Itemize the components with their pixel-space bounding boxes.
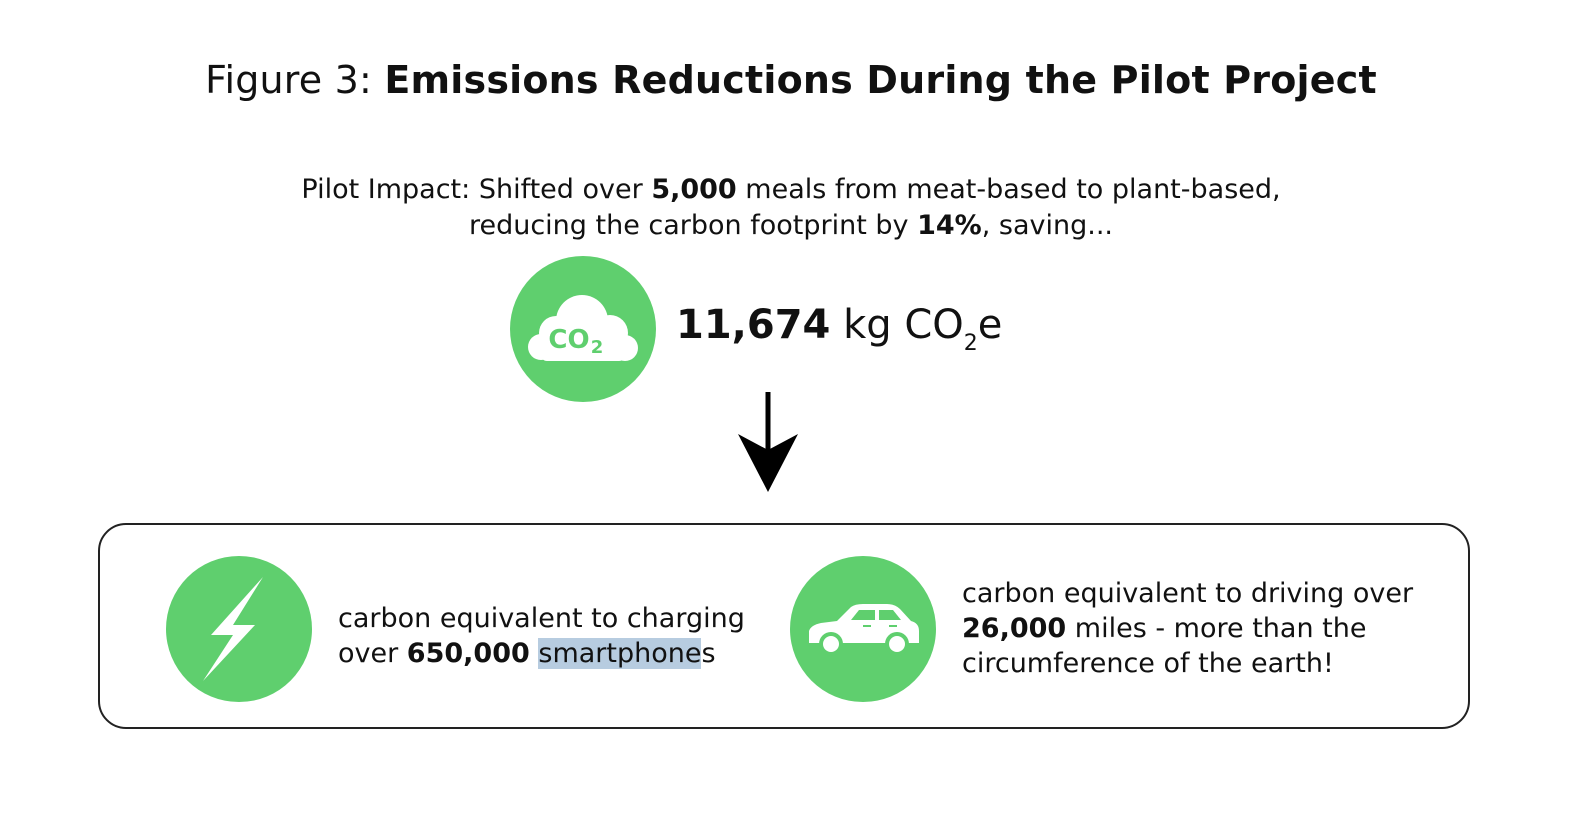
miles-text-line-3: circumference of the earth! [962, 648, 1334, 679]
smartphones-text-prefix: over [338, 638, 407, 669]
figure-title-prefix: Figure 3: [205, 58, 385, 102]
pilot-impact-line-2: reducing the carbon footprint by 14%, sa… [0, 208, 1582, 244]
pilot-impact-line-1: Pilot Impact: Shifted over 5,000 meals f… [0, 172, 1582, 208]
figure-title-main: Emissions Reductions During the Pilot Pr… [384, 58, 1377, 102]
pilot-impact-text: Pilot Impact: Shifted over 5,000 meals f… [0, 172, 1582, 244]
total-emissions-saved: 11,674 kg CO2e [676, 302, 1002, 356]
co2-icon-subscript: 2 [591, 337, 604, 358]
smartphones-equivalent: carbon equivalent to charging over 650,0… [338, 601, 745, 671]
co2-cloud-icon: CO 2 [510, 256, 656, 402]
miles-text-line-1: carbon equivalent to driving over [962, 578, 1414, 609]
smartphones-highlighted-word: smartphone [538, 638, 702, 669]
smartphones-text-suffix: s [701, 638, 716, 669]
lightning-bolt-icon [166, 556, 312, 702]
total-unit-subscript: 2 [963, 331, 978, 356]
reduction-percent: 14% [917, 210, 982, 241]
co2-icon-label: CO [548, 325, 589, 355]
miles-text-line-2: 26,000 miles - more than the [962, 611, 1413, 646]
meals-count: 5,000 [651, 174, 737, 205]
co2-cloud-graphic: CO 2 [528, 295, 638, 361]
intro-text-2b: , saving... [981, 210, 1114, 241]
figure-title: Figure 3: Emissions Reductions During th… [0, 58, 1582, 102]
miles-count: 26,000 [962, 613, 1067, 644]
arrow-down-icon [738, 392, 798, 492]
car-icon [790, 556, 936, 702]
equivalents-box [98, 523, 1470, 729]
smartphones-text-line-2: over 650,000 smartphones [338, 636, 745, 671]
lightning-bolt-graphic [203, 577, 263, 681]
miles-text-suffix: miles - more than the [1066, 613, 1367, 644]
total-value: 11,674 [676, 302, 831, 348]
intro-text-2a: reducing the carbon footprint by [468, 210, 918, 241]
miles-equivalent: carbon equivalent to driving over 26,000… [962, 576, 1413, 681]
total-unit: kg CO [830, 302, 964, 348]
smartphones-count: 650,000 [406, 638, 530, 669]
total-unit-suffix: e [977, 302, 1003, 348]
intro-text-1a: Pilot Impact: Shifted over [301, 174, 652, 205]
car-graphic [809, 604, 919, 656]
intro-text-1b: meals from meat-based to plant-based, [736, 174, 1281, 205]
smartphones-text-line-1: carbon equivalent to charging [338, 603, 745, 634]
